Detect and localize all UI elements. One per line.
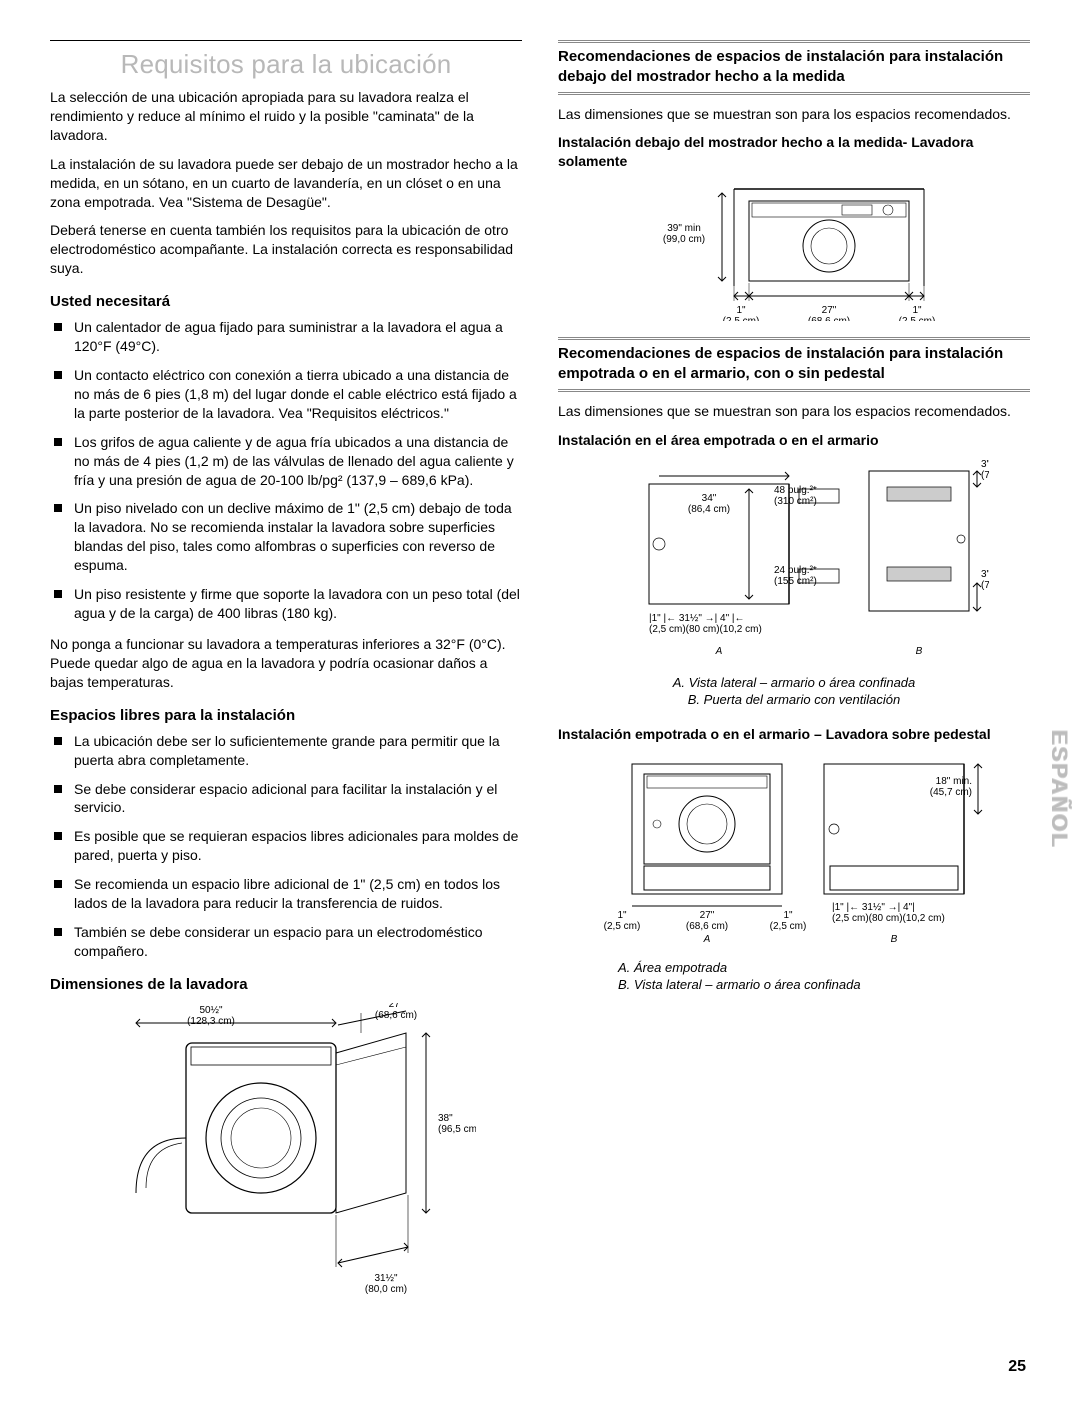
fig2-v2: 24 pulg.²*(155 cm²)	[774, 565, 817, 587]
dim-depth: 27"(68,6 cm)	[375, 1003, 417, 1021]
intro-p3: Deberá tenerse en cuenta también los req…	[50, 221, 522, 278]
fig3-w: 27"(68,6 cm)	[686, 910, 728, 932]
main-title: Requisitos para la ubicación	[50, 47, 522, 82]
list-item: Un calentador de agua fijado para sumini…	[50, 318, 522, 356]
list-item: También se debe considerar un espacio pa…	[50, 923, 522, 961]
fig2-t3: 3"(7,6 cm)	[981, 459, 989, 481]
fig2-b3: 3"(7,6 cm)	[981, 569, 989, 591]
list-item: La ubicación debe ser lo suficientemente…	[50, 732, 522, 770]
fig3-dimsb: |1" |← 31½" →| 4"|(2,5 cm)(80 cm)(10,2 c…	[832, 902, 945, 924]
pedestal-diagram-icon: 18" min.(45,7 cm) 1"(2,5 cm) 27"(68,6 cm…	[594, 754, 994, 954]
box1-p: Las dimensiones que se muestran son para…	[558, 105, 1030, 124]
washer-diagram-icon: 50½"(128,3 cm) 27"(68,6 cm) 38"(96,5 cm)…	[96, 1003, 476, 1323]
page-content: Requisitos para la ubicación La selecció…	[50, 40, 1030, 1339]
list-item: Un piso nivelado con un declive máximo d…	[50, 499, 522, 575]
list-item: Se debe considerar espacio adicional par…	[50, 780, 522, 818]
dim-height: 38"(96,5 cm)	[438, 1113, 476, 1135]
dims-heading: Dimensiones de la lavadora	[50, 975, 522, 995]
box2-p: Las dimensiones que se muestran son para…	[558, 402, 1030, 421]
clearance-list: La ubicación debe ser lo suficientemente…	[50, 732, 522, 961]
no-operate-p: No ponga a funcionar su lavadora a tempe…	[50, 635, 522, 692]
left-column: Requisitos para la ubicación La selecció…	[50, 40, 522, 1339]
clearance-heading: Espacios libres para la instalación	[50, 706, 522, 726]
fig3-caption: A. Área empotradaB. Vista lateral – arma…	[618, 960, 1030, 994]
fig3-r: 1"(2,5 cm)	[770, 910, 807, 932]
list-item: Es posible que se requieran espacios lib…	[50, 827, 522, 865]
need-list: Un calentador de agua fijado para sumini…	[50, 318, 522, 622]
list-item: Un contacto eléctrico con conexión a tie…	[50, 366, 522, 423]
fig2-v1: 48 pulg.²*(310 cm²)	[774, 485, 817, 507]
fig2-dimsb: |1" |← 31½" →| 4" |←(2,5 cm)(80 cm)(10,2…	[649, 613, 762, 635]
fig2-h: 34"(86,4 cm)	[688, 493, 730, 515]
fig1-h: 39" min(99,0 cm)	[663, 223, 705, 245]
fig2-A: A	[715, 646, 723, 657]
list-item: Un piso resistente y firme que soporte l…	[50, 585, 522, 623]
box1-title: Recomendaciones de espacios de instalaci…	[558, 40, 1030, 95]
fig3-h: 18" min.(45,7 cm)	[930, 776, 972, 798]
fig1-l: 1"(2,5 cm)	[723, 305, 760, 321]
box2-sub: Instalación en el área empotrada o en el…	[558, 431, 1030, 450]
fig2-caption: A. Vista lateral – armario o área confin…	[558, 675, 1030, 709]
need-heading: Usted necesitará	[50, 292, 522, 312]
box3-sub: Instalación empotrada o en el armario – …	[558, 725, 1030, 744]
dim-depth2: 31½"(80,0 cm)	[365, 1273, 407, 1295]
recessed-diagram-icon: 34"(86,4 cm) 48 pulg.²*(310 cm²) 24 pulg…	[599, 459, 989, 669]
fig2-B: B	[916, 646, 923, 657]
intro-p1: La selección de una ubicación apropiada …	[50, 88, 522, 145]
undercounter-figure: 39" min(99,0 cm) 1"(2,5 cm) 27"(68,6 cm)…	[558, 181, 1030, 321]
page-number: 25	[1008, 1356, 1026, 1378]
fig1-r: 1"(2,5 cm)	[899, 305, 936, 321]
washer-dims-figure: 50½"(128,3 cm) 27"(68,6 cm) 38"(96,5 cm)…	[50, 1003, 522, 1323]
undercounter-diagram-icon: 39" min(99,0 cm) 1"(2,5 cm) 27"(68,6 cm)…	[644, 181, 944, 321]
fig3-B: B	[891, 934, 898, 945]
language-tab: ESPAÑOL	[1044, 730, 1074, 849]
recessed-figure: 34"(86,4 cm) 48 pulg.²*(310 cm²) 24 pulg…	[558, 459, 1030, 709]
box2-title: Recomendaciones de espacios de instalaci…	[558, 337, 1030, 392]
fig3-A: A	[703, 934, 711, 945]
fig3-l: 1"(2,5 cm)	[604, 910, 641, 932]
intro-p2: La instalación de su lavadora puede ser …	[50, 155, 522, 212]
fig1-w: 27"(68,6 cm)	[808, 305, 850, 321]
right-column: Recomendaciones de espacios de instalaci…	[558, 40, 1030, 1339]
pedestal-figure: 18" min.(45,7 cm) 1"(2,5 cm) 27"(68,6 cm…	[558, 754, 1030, 994]
dim-width-open: 50½"(128,3 cm)	[187, 1005, 235, 1027]
box1-sub: Instalación debajo del mostrador hecho a…	[558, 133, 1030, 171]
rule-top	[50, 40, 522, 41]
list-item: Los grifos de agua caliente y de agua fr…	[50, 433, 522, 490]
list-item: Se recomienda un espacio libre adicional…	[50, 875, 522, 913]
